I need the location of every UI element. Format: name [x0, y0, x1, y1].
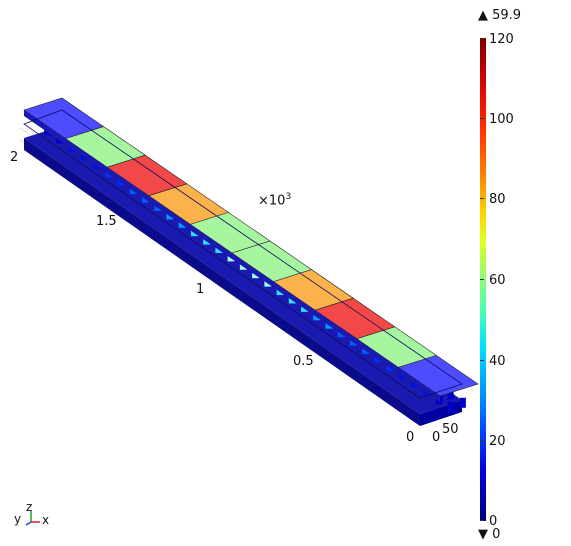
triad-y-label: y: [14, 512, 22, 526]
colorbar-label: 0: [489, 514, 498, 529]
colorbar-tick: [480, 118, 484, 119]
top-blocks: [23, 97, 479, 402]
colorbar-tick: [480, 198, 484, 199]
axis-tick-label: 0: [406, 430, 415, 445]
colorbar-tick: [480, 360, 484, 361]
triad-x-label: x: [42, 513, 50, 527]
axis-triad: y z x: [14, 500, 54, 532]
top-rail-edge: [23, 109, 463, 399]
top-plate-edge: [24, 110, 440, 402]
colorbar-tick: [480, 279, 484, 280]
axis-tick-label: 1.5: [96, 214, 117, 229]
axis-tick-label: 2: [10, 150, 19, 165]
colorbar-label: 100: [489, 112, 514, 127]
min-value-marker: ▼ 0: [478, 527, 501, 542]
axis-tick-label: 1: [196, 282, 205, 297]
colorbar-label: 20: [489, 434, 506, 449]
colorbar-tick: [480, 440, 484, 441]
colorbar-tick: [480, 520, 484, 521]
axis-multiplier-exponent: 3: [285, 192, 292, 202]
colorbar-label: 120: [489, 32, 514, 47]
max-value-marker: ▲ 59.9: [478, 8, 522, 23]
axis-multiplier-base: ×10: [258, 193, 286, 209]
colorbar-tick: [480, 38, 484, 39]
triad-z-label: z: [26, 500, 33, 514]
colorbar-label: 60: [489, 273, 506, 288]
support-pillar: [459, 397, 466, 408]
axis-triad-icon: [25, 511, 40, 526]
support-pillar: [447, 389, 454, 400]
colorbar-label: 80: [489, 192, 506, 207]
axis-tick-label: 50: [442, 422, 459, 437]
axis-tick-label: 0: [432, 430, 441, 445]
support-pillar: [447, 401, 455, 413]
axis-multiplier: ×103: [258, 192, 291, 208]
colorbar-label: 40: [489, 354, 506, 369]
axis-tick-label: 0.5: [293, 354, 314, 369]
